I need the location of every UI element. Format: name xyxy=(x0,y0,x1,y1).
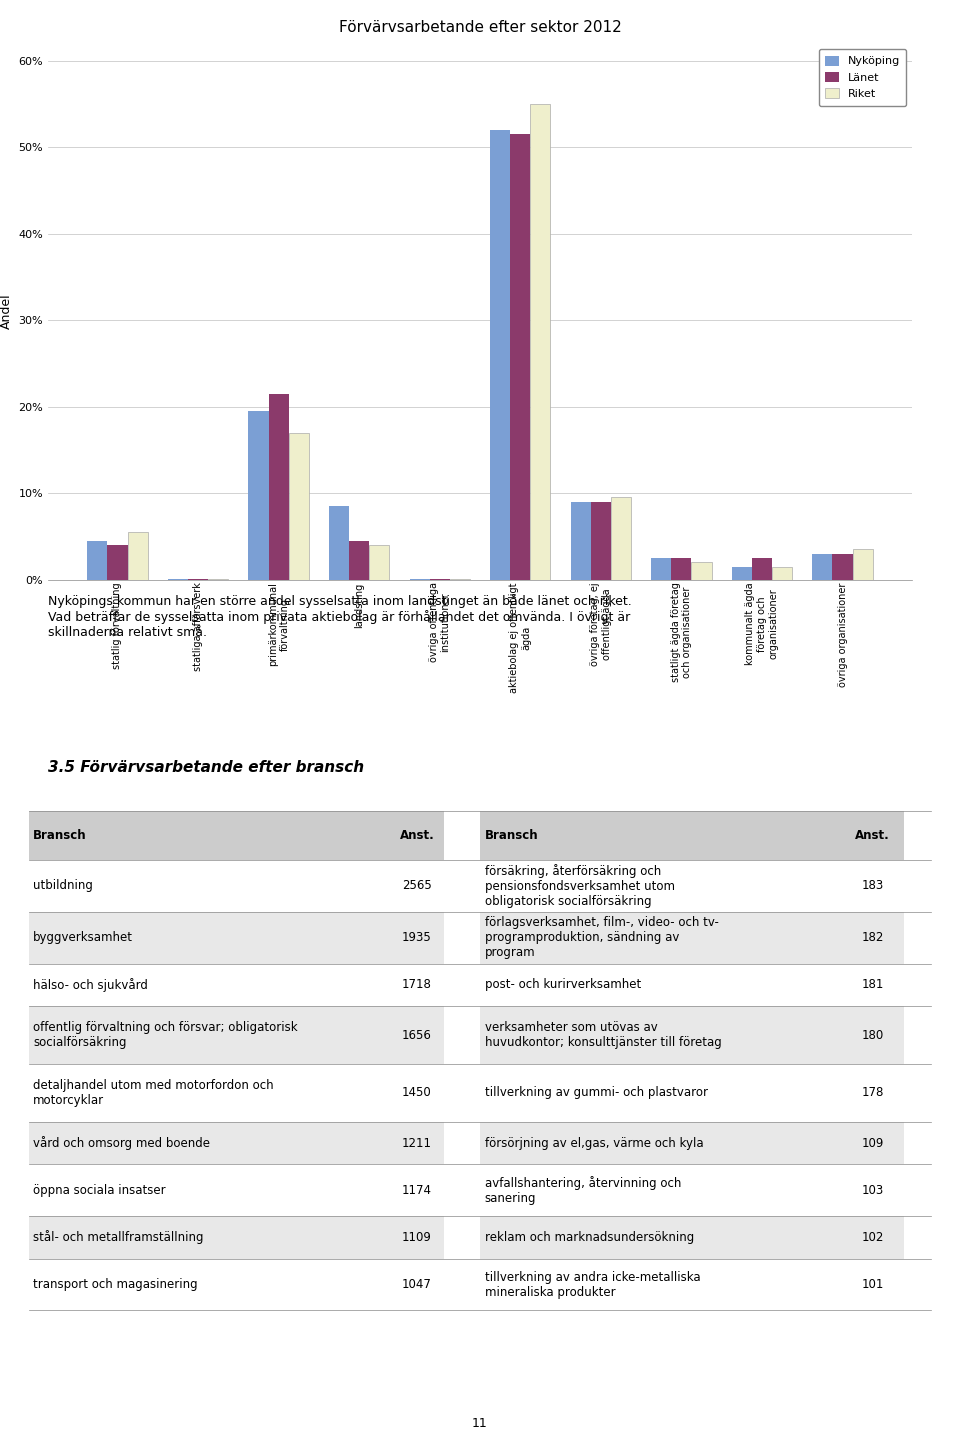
Text: försäkring, återförsäkring och
pensionsfondsverksamhet utom
obligatorisk socialf: försäkring, återförsäkring och pensionsf… xyxy=(485,864,675,909)
Text: transport och magasinering: transport och magasinering xyxy=(34,1278,198,1291)
Bar xyxy=(480,1216,904,1259)
Bar xyxy=(329,506,349,580)
Bar xyxy=(29,1165,444,1216)
Text: 178: 178 xyxy=(861,1087,884,1100)
Text: Anst.: Anst. xyxy=(855,829,890,842)
Text: 101: 101 xyxy=(861,1278,884,1291)
Bar xyxy=(480,861,904,911)
Bar xyxy=(480,1064,904,1122)
Text: hälso- och sjukvård: hälso- och sjukvård xyxy=(34,978,148,993)
Bar xyxy=(732,567,752,580)
Text: 2565: 2565 xyxy=(402,880,432,893)
Bar xyxy=(29,861,444,911)
Text: 1174: 1174 xyxy=(402,1184,432,1197)
Text: öppna sociala insatser: öppna sociala insatser xyxy=(34,1184,166,1197)
Title: Förvärvsarbetande efter sektor 2012: Förvärvsarbetande efter sektor 2012 xyxy=(339,20,621,35)
Text: byggverksamhet: byggverksamhet xyxy=(34,932,133,945)
Text: Bransch: Bransch xyxy=(485,829,539,842)
Bar xyxy=(29,964,444,1006)
Bar xyxy=(269,394,289,580)
Legend: Nyköping, Länet, Riket: Nyköping, Länet, Riket xyxy=(819,49,906,106)
Text: offentlig förvaltning och försvar; obligatorisk
socialförsäkring: offentlig förvaltning och försvar; oblig… xyxy=(34,1022,298,1049)
Bar xyxy=(752,558,772,580)
Bar xyxy=(590,501,611,580)
Text: 3.5 Förvärvsarbetande efter bransch: 3.5 Förvärvsarbetande efter bransch xyxy=(48,761,364,775)
Bar xyxy=(510,135,530,580)
Text: avfallshantering, återvinning och
sanering: avfallshantering, återvinning och saneri… xyxy=(485,1175,681,1204)
Text: tillverkning av andra icke-metalliska
mineraliska produkter: tillverkning av andra icke-metalliska mi… xyxy=(485,1271,700,1298)
Text: förlagsverksamhet, film-, video- och tv-
programproduktion, sändning av
program: förlagsverksamhet, film-, video- och tv-… xyxy=(485,916,718,959)
Bar xyxy=(349,540,370,580)
Text: reklam och marknadsundersökning: reklam och marknadsundersökning xyxy=(485,1232,694,1243)
Bar xyxy=(29,1006,444,1064)
Bar xyxy=(29,1064,444,1122)
Text: 1047: 1047 xyxy=(402,1278,432,1291)
Bar xyxy=(570,501,590,580)
Text: 1109: 1109 xyxy=(402,1232,432,1243)
Text: utbildning: utbildning xyxy=(34,880,93,893)
Bar xyxy=(29,811,444,861)
Bar xyxy=(29,911,444,964)
Bar xyxy=(490,130,510,580)
Bar xyxy=(480,911,904,964)
Text: 183: 183 xyxy=(861,880,883,893)
Text: vård och omsorg med boende: vård och omsorg med boende xyxy=(34,1136,210,1151)
Bar xyxy=(29,1259,444,1310)
Text: 182: 182 xyxy=(861,932,884,945)
Text: 1656: 1656 xyxy=(402,1029,432,1042)
Bar xyxy=(671,558,691,580)
Bar xyxy=(611,497,631,580)
Text: stål- och metallframställning: stål- och metallframställning xyxy=(34,1230,204,1245)
Text: Bransch: Bransch xyxy=(34,829,87,842)
Text: 103: 103 xyxy=(861,1184,883,1197)
Text: 181: 181 xyxy=(861,978,884,991)
Bar xyxy=(128,532,148,580)
Text: Anst.: Anst. xyxy=(399,829,434,842)
Text: 102: 102 xyxy=(861,1232,884,1243)
Text: 180: 180 xyxy=(861,1029,883,1042)
Bar xyxy=(832,554,852,580)
Bar xyxy=(480,1259,904,1310)
Bar xyxy=(370,545,390,580)
Text: Nyköpings kommun har en större andel sysselsatta inom landstinget än både länet : Nyköpings kommun har en större andel sys… xyxy=(48,594,632,639)
Bar xyxy=(108,545,128,580)
Text: 1718: 1718 xyxy=(402,978,432,991)
Bar xyxy=(691,562,711,580)
Text: post- och kurirverksamhet: post- och kurirverksamhet xyxy=(485,978,640,991)
Text: tillverkning av gummi- och plastvaror: tillverkning av gummi- och plastvaror xyxy=(485,1087,708,1100)
Text: försörjning av el,gas, värme och kyla: försörjning av el,gas, värme och kyla xyxy=(485,1136,703,1149)
Text: 1211: 1211 xyxy=(402,1136,432,1149)
Bar xyxy=(249,412,269,580)
Bar xyxy=(772,567,792,580)
Text: 11: 11 xyxy=(472,1417,488,1430)
Text: 109: 109 xyxy=(861,1136,884,1149)
Text: 1450: 1450 xyxy=(402,1087,432,1100)
Text: 1935: 1935 xyxy=(402,932,432,945)
Bar xyxy=(480,1006,904,1064)
Bar xyxy=(29,1122,444,1165)
Bar xyxy=(812,554,832,580)
Bar xyxy=(29,1216,444,1259)
Bar xyxy=(480,1165,904,1216)
Bar xyxy=(87,540,108,580)
Bar xyxy=(480,964,904,1006)
Bar xyxy=(289,433,309,580)
Y-axis label: Andel: Andel xyxy=(0,294,12,329)
Bar xyxy=(852,549,873,580)
Text: verksamheter som utövas av
huvudkontor; konsulttjänster till företag: verksamheter som utövas av huvudkontor; … xyxy=(485,1022,721,1049)
Text: detaljhandel utom med motorfordon och
motorcyklar: detaljhandel utom med motorfordon och mo… xyxy=(34,1080,274,1107)
Bar xyxy=(480,811,904,861)
Bar xyxy=(480,1122,904,1165)
Bar xyxy=(530,104,550,580)
Bar xyxy=(651,558,671,580)
